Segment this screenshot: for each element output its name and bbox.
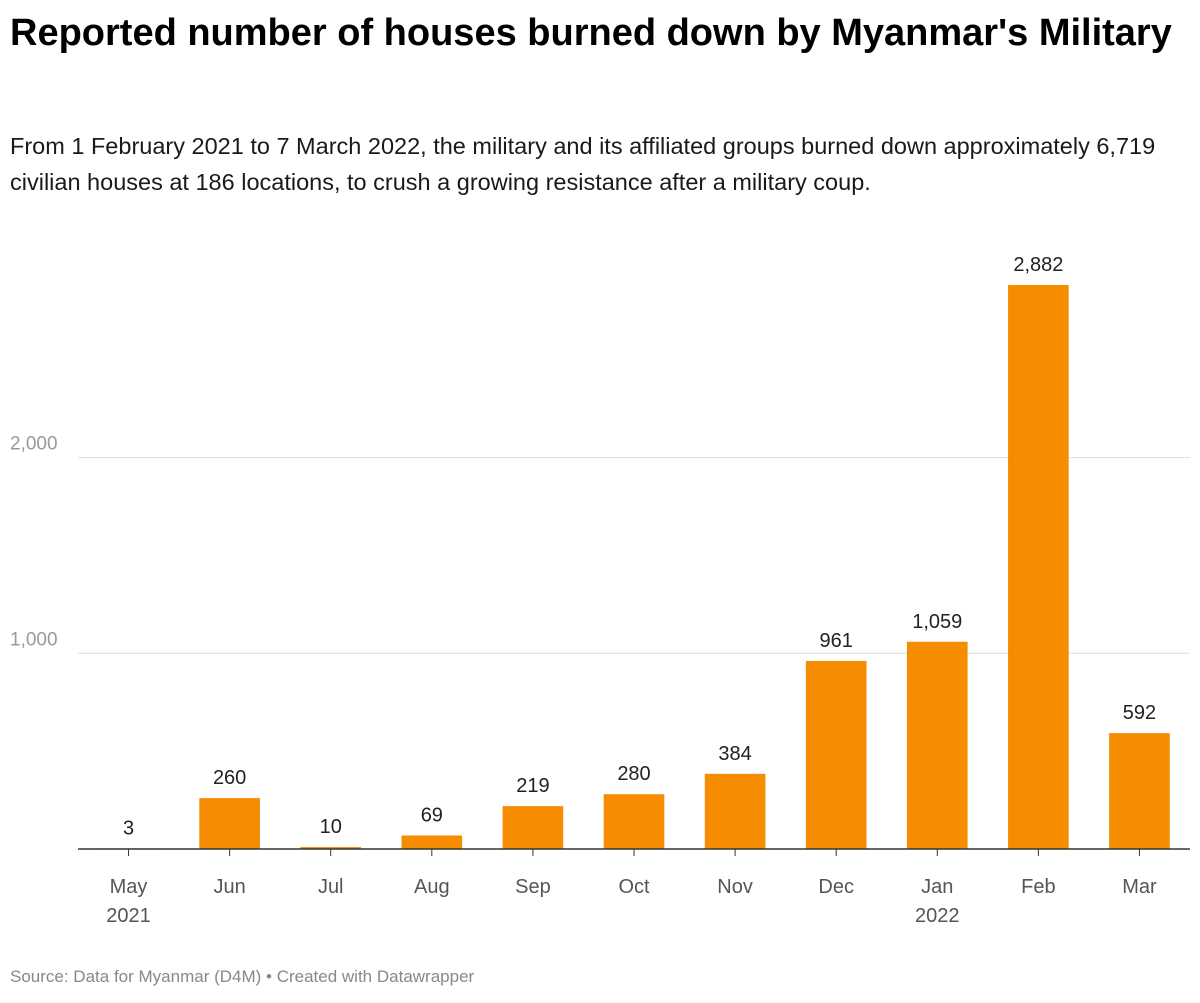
bar [704,773,766,849]
bar [300,847,362,849]
data-label: 280 [617,763,650,785]
y-tick-label: 1,000 [10,629,58,650]
gridlines: 1,000 2,000 [10,434,1190,654]
x-tick-label: Dec [818,876,854,898]
data-label: 10 [320,816,342,838]
bar [1008,285,1069,849]
footer-separator: • [261,967,277,986]
data-label: 260 [213,767,246,789]
value-labels: 3 260 10 69 219 280 384 961 1,059 2,882 592 [123,254,1156,839]
data-label: 592 [1123,702,1156,724]
y-tick-label: 2,000 [10,434,58,455]
x-tick-label: Jul [318,876,344,898]
x-tick-label: May [110,876,148,898]
x-axis: May 2021 Jun Jul Aug Sep Oct Nov Dec Jan 2022 Feb Ma… [78,848,1190,927]
bar [603,794,665,849]
credit-note: Created with Datawrapper [276,967,475,986]
x-tick-label: Jun [214,876,246,898]
data-label: 961 [819,630,852,652]
x-tick-label: Oct [618,876,650,898]
bar [401,835,463,849]
bar [502,806,564,849]
x-tick-label: Mar [1122,876,1157,898]
source-note: Source: Data for Myanmar (D4M) [10,967,262,986]
data-label: 3 [123,817,134,839]
chart-subtitle: From 1 February 2021 to 7 March 2022, th… [10,133,1156,195]
bars [98,285,1170,849]
bar [1109,733,1170,849]
data-label: 384 [718,743,751,765]
x-tick-label: Aug [414,876,450,898]
data-label: 69 [421,804,443,826]
x-tick-label: Feb [1021,876,1055,898]
chart-title: Reported number of houses burned down by… [10,12,1172,54]
bar [906,641,968,849]
x-tick-label: Nov [717,876,753,898]
bar [199,798,260,849]
data-label: 2,882 [1013,254,1063,276]
bar [805,660,867,849]
x-tick-label: Jan [921,876,953,898]
x-tick-year-label: 2021 [106,905,151,927]
data-label: 219 [516,775,549,797]
x-tick-year-label: 2022 [915,905,960,927]
data-label: 1,059 [912,611,962,633]
footer: Source: Data for Myanmar (D4M) • Created… [10,967,474,987]
x-tick-label: Sep [515,876,551,898]
bar-chart: 1,000 2,000 3 260 10 69 219 280 384 961 1,059 2,88… [10,254,1190,927]
